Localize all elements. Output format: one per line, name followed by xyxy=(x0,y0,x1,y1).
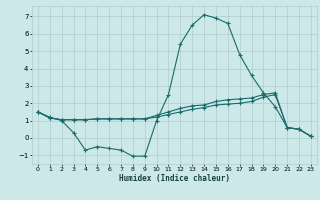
X-axis label: Humidex (Indice chaleur): Humidex (Indice chaleur) xyxy=(119,174,230,183)
